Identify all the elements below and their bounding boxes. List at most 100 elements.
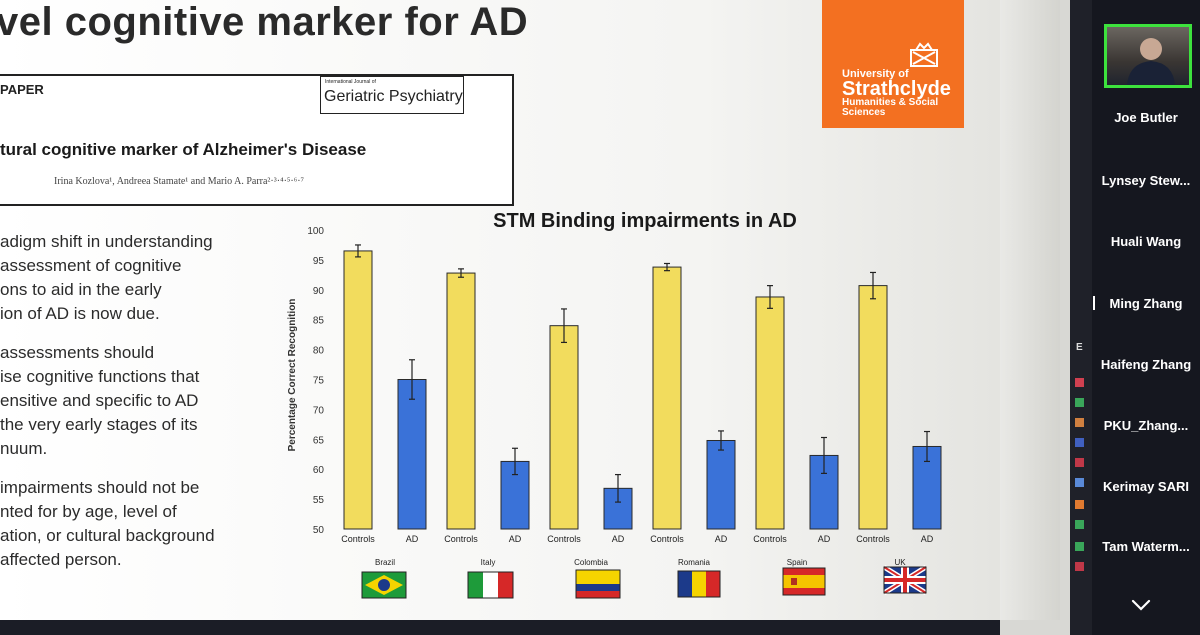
journal-name: Geriatric Psychiatry [324, 88, 463, 105]
bar-chart: STM Binding impairments in AD Percentage … [287, 210, 942, 599]
x-tick-label: AD [406, 534, 419, 544]
bar [652, 266, 682, 530]
flag-spain-icon [782, 567, 826, 596]
color-marker [1075, 478, 1084, 487]
y-tick-label: 85 [313, 316, 325, 327]
x-tick-label: Controls [444, 534, 478, 544]
bullet-line: assessment of cognitive [0, 256, 182, 275]
country-label: Italy [481, 558, 496, 567]
paper-citation-box: PAPER International Journal of Geriatric… [0, 74, 514, 206]
flag-uk-icon [882, 564, 928, 596]
y-tick-label: 100 [307, 226, 324, 237]
participant-name[interactable]: Lynsey Stew... [1101, 173, 1191, 188]
bullet-2: assessments should ise cognitive functio… [0, 341, 262, 461]
chevron-down-icon[interactable] [1130, 598, 1152, 612]
country-label: Spain [787, 558, 807, 567]
color-marker [1075, 438, 1084, 447]
bar [706, 439, 736, 530]
participant-name[interactable]: Joe Butler [1114, 110, 1178, 125]
crest-icon [910, 42, 938, 67]
y-tick-label: 60 [313, 465, 325, 476]
participant-name[interactable]: Tam Waterm... [1102, 539, 1190, 554]
country-label: Brazil [375, 558, 395, 567]
journal-logo: International Journal of Geriatric Psych… [320, 76, 464, 114]
color-marker [1075, 500, 1084, 509]
x-tick-label: Controls [753, 534, 787, 544]
bullet-line: nted for by age, level of [0, 502, 177, 521]
y-tick-label: 65 [313, 435, 325, 446]
country-label: Romania [678, 558, 711, 567]
y-tick-label: 70 [313, 405, 325, 416]
bar [755, 296, 785, 530]
bullet-line: assessments should [0, 343, 155, 362]
bullet-line: ensitive and specific to AD [0, 391, 199, 410]
active-speaker-video[interactable] [1104, 24, 1192, 88]
color-marker [1075, 458, 1084, 467]
color-marker [1075, 378, 1084, 387]
x-tick-label: AD [818, 534, 831, 544]
y-tick-label: 50 [313, 525, 325, 536]
bullet-line: ons to aid in the early [0, 280, 162, 299]
speaking-indicator [1093, 296, 1095, 310]
color-marker [1075, 562, 1084, 571]
meeting-side-strip: E [1070, 0, 1092, 635]
logo-line-1: University of [842, 68, 909, 80]
paper-label: PAPER [0, 82, 44, 97]
x-tick-label: Controls [547, 534, 581, 544]
participant-name[interactable]: Ming Zhang [1109, 296, 1183, 311]
x-tick-label: AD [921, 534, 934, 544]
participant-name[interactable]: Haifeng Zhang [1100, 357, 1192, 372]
bullet-line: impairments should not be [0, 478, 200, 497]
bar [446, 272, 476, 530]
flag-colombia-icon [575, 569, 621, 599]
x-tick-label: Controls [856, 534, 890, 544]
participants-panel [1092, 0, 1200, 635]
journal-small-text: International Journal of [325, 79, 376, 85]
x-tick-label: AD [612, 534, 625, 544]
bullet-line: the very early stages of its [0, 415, 198, 434]
flag-brazil-icon [361, 571, 407, 599]
country-flags [361, 564, 928, 599]
adjacent-window [1000, 0, 1060, 620]
bullet-3: impairments should not be nted for by ag… [0, 476, 262, 572]
bullet-line: nuum. [0, 439, 48, 458]
x-tick-label: AD [509, 534, 522, 544]
paper-authors: Irina Kozlova¹, Andreea Stamate¹ and Mar… [54, 176, 305, 187]
screen-bezel [1000, 0, 1070, 635]
bar [549, 325, 579, 530]
y-tick-label: 80 [313, 346, 325, 357]
y-tick-label: 90 [313, 286, 325, 297]
chart-title: STM Binding impairments in AD [493, 210, 797, 232]
y-tick-label: 95 [313, 256, 325, 267]
participant-name[interactable]: PKU_Zhang... [1103, 418, 1189, 433]
logo-line-3: Humanities & Social Sciences [842, 97, 939, 118]
bar [858, 285, 888, 530]
y-tick-label: 55 [313, 495, 325, 506]
paper-title: tural cognitive marker of Alzheimer's Di… [0, 140, 367, 159]
country-label: UK [894, 558, 906, 567]
bullet-line: ion of AD is now due. [0, 304, 160, 323]
flag-romania-icon [677, 570, 721, 598]
presentation-slide: vel cognitive marker for AD University o… [0, 0, 1000, 620]
person-silhouette-icon [1127, 38, 1175, 85]
x-tick-label: AD [715, 534, 728, 544]
x-tick-label: Controls [650, 534, 684, 544]
flag-italy-icon [467, 571, 514, 599]
y-axis-label: Percentage Correct Recognition [287, 299, 298, 452]
x-tick-label: Controls [341, 534, 375, 544]
university-logo: University of Strathclyde Humanities & S… [822, 0, 964, 128]
participant-name[interactable]: Huali Wang [1110, 234, 1182, 249]
bar [343, 250, 373, 530]
color-marker [1075, 542, 1084, 551]
bullet-line: ation, or cultural background [0, 526, 215, 545]
bullet-line: affected person. [0, 550, 122, 569]
y-tick-label: 75 [313, 376, 325, 387]
participant-name[interactable]: Kerimay SARI [1103, 479, 1189, 494]
bar [397, 379, 427, 530]
color-marker [1075, 418, 1084, 427]
country-label: Colombia [574, 558, 608, 567]
strip-letter: E [1076, 342, 1083, 353]
bullet-1: adigm shift in understanding assessment … [0, 230, 262, 326]
slide-title: vel cognitive marker for AD [0, 0, 529, 44]
logo-line-2: Strathclyde [842, 78, 951, 100]
